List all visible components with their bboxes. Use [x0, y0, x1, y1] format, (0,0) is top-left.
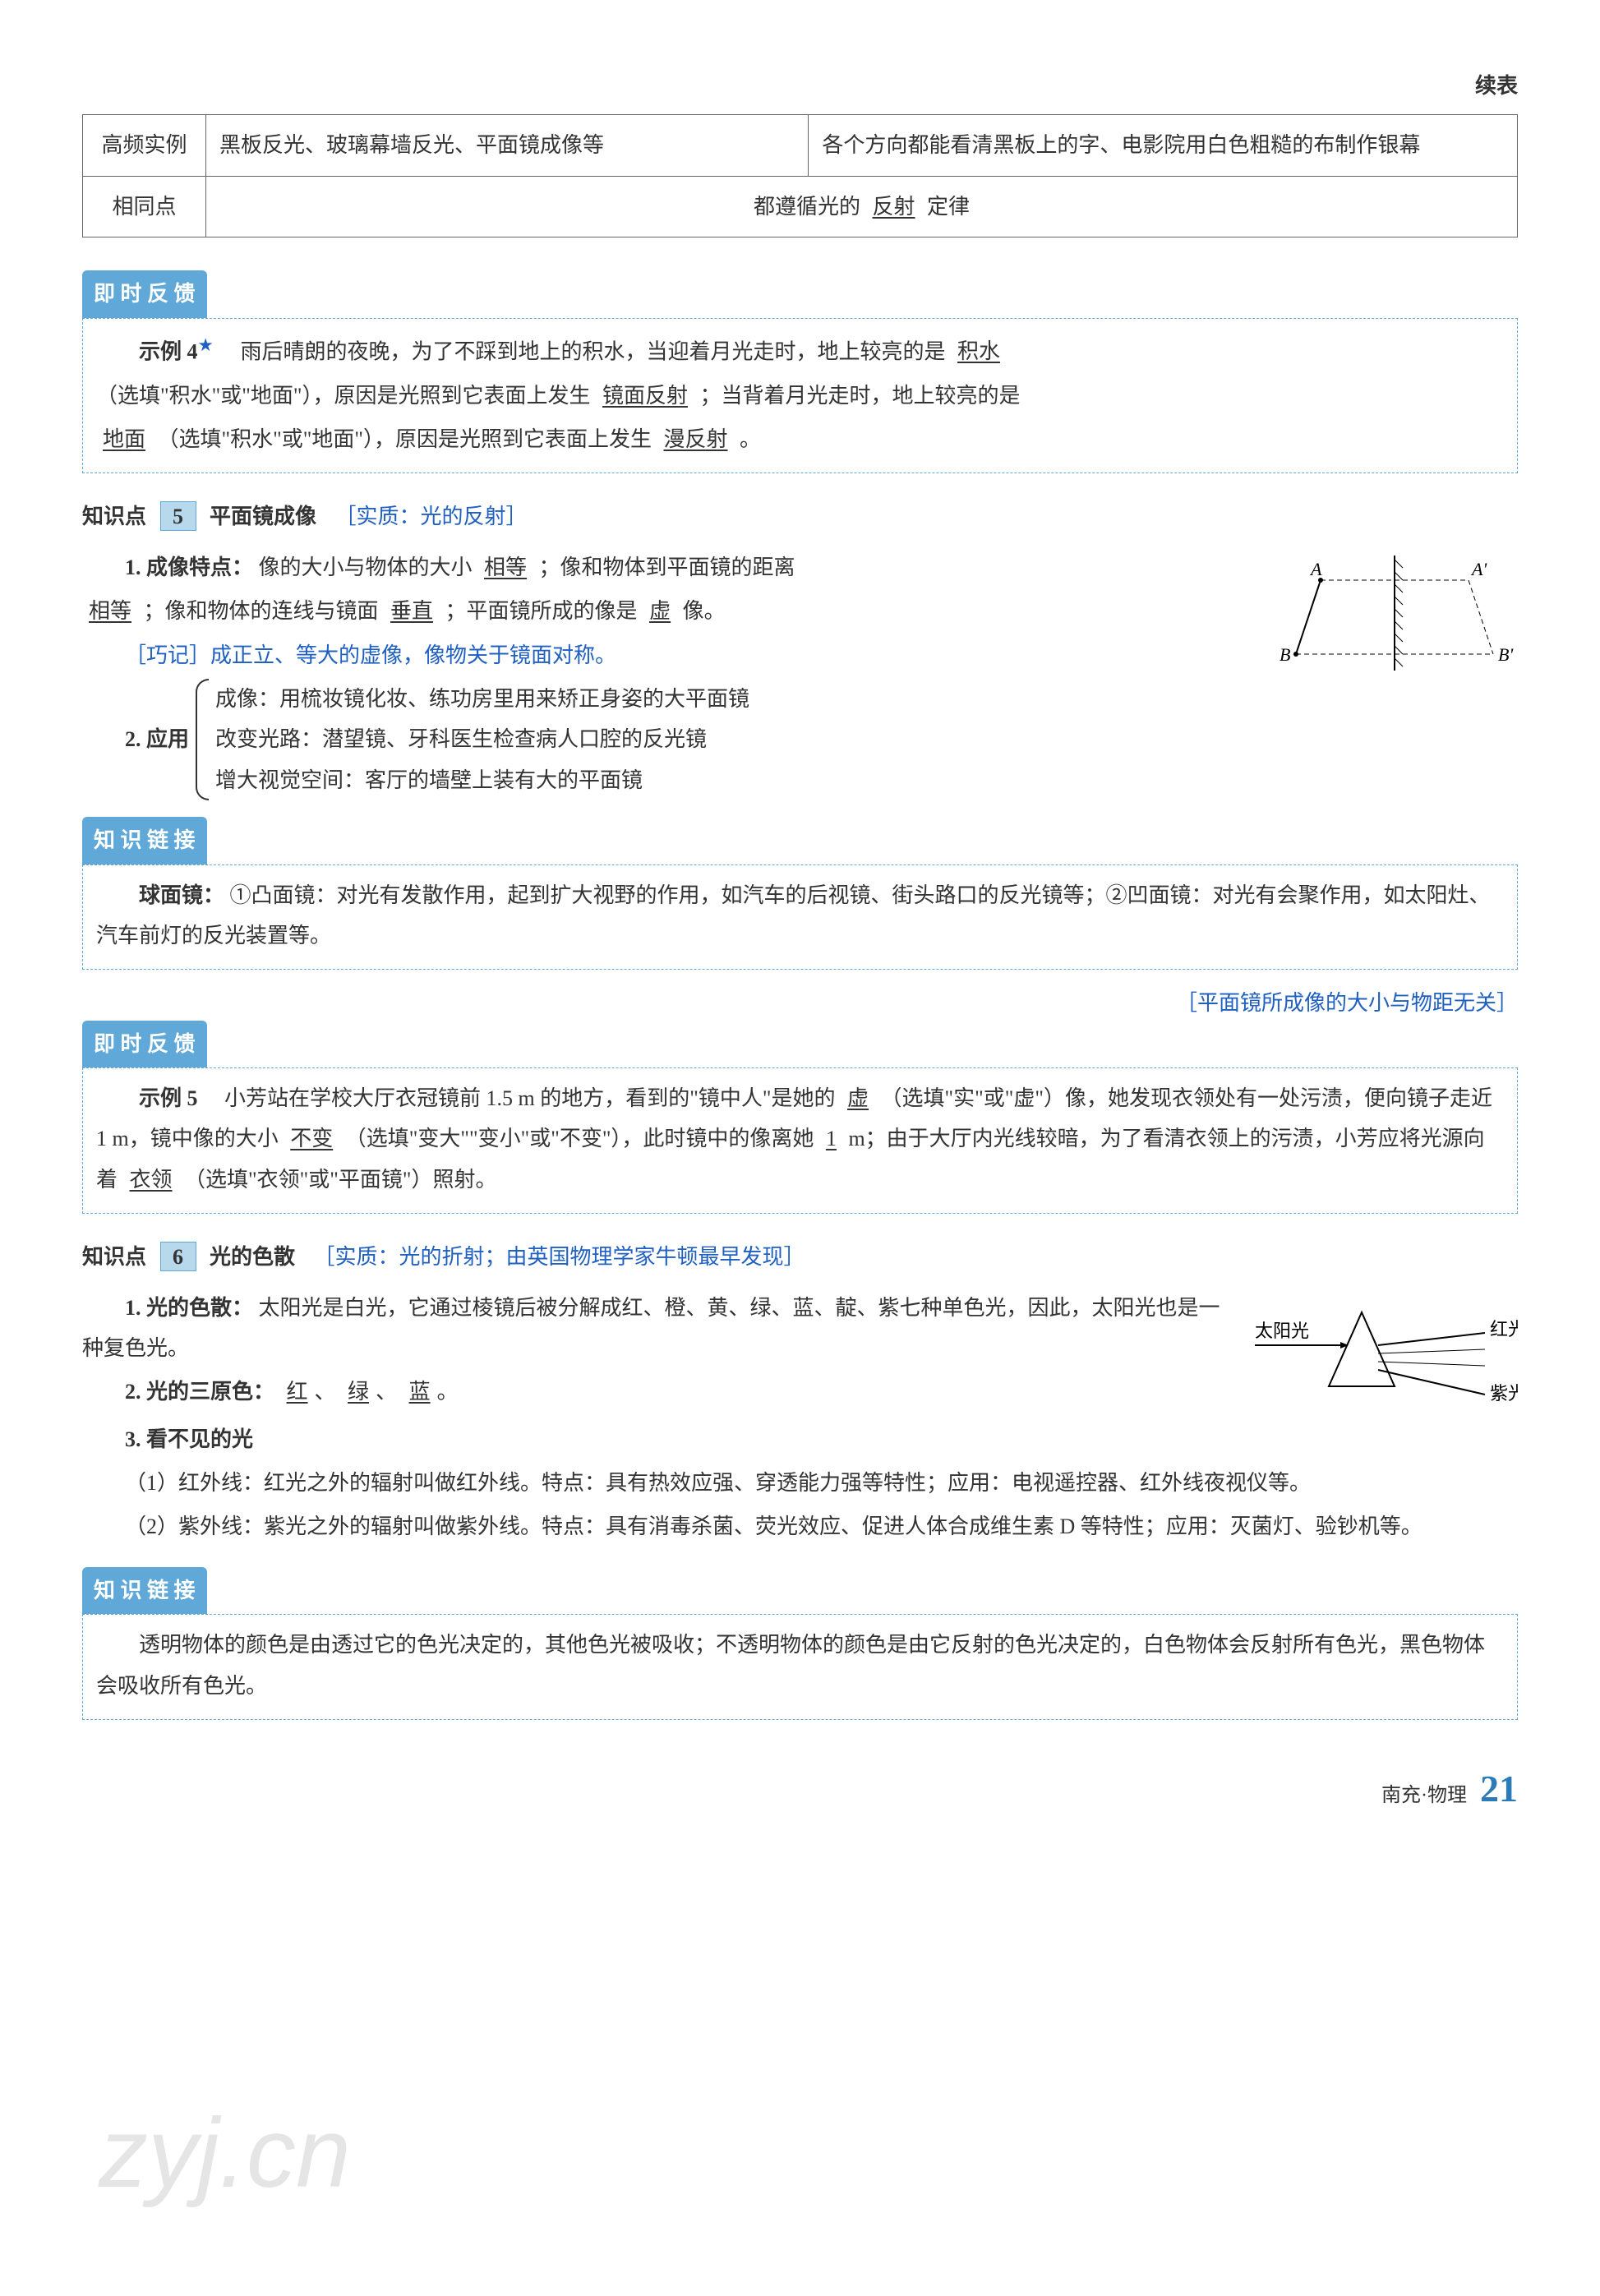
table-cell: 都遵循光的 反射 定律	[206, 176, 1518, 237]
blank-answer: 蓝	[403, 1380, 437, 1404]
kp6-content: 1. 光的色散： 太阳光是白光，它通过棱镜后被分解成红、橙、黄、绿、蓝、靛、紫七…	[82, 1288, 1518, 1419]
kp-prefix: 知识点	[82, 505, 146, 528]
feedback-badge: 即 时 反 馈	[82, 270, 207, 317]
blank-answer: 镜面反射	[596, 384, 694, 408]
link-badge: 知 识 链 接	[82, 817, 207, 864]
bracket-icon	[196, 679, 209, 800]
label-red: 红光	[1490, 1319, 1518, 1339]
text: 像的大小与物体的大小	[259, 556, 473, 579]
blank-answer: 虚	[841, 1086, 875, 1110]
text: ；像和物体的连线与镜面	[144, 599, 379, 623]
text: 1. 光的色散：	[125, 1296, 253, 1320]
text: ；当背着月光走时，地上较亮的是	[699, 384, 1020, 408]
hand-note: ［实质：光的折射；由英国物理学家牛顿最早发现］	[314, 1245, 805, 1269]
footer-label: 南充·物理	[1381, 1785, 1467, 1806]
kp5-content: 1. 成像特点： 像的大小与物体的大小 相等 ；像和物体到平面镜的距离 相等 ；…	[82, 547, 1518, 800]
table-cell: 各个方向都能看清黑板上的字、电影院用白色粗糙的布制作银幕	[809, 115, 1518, 176]
prism-diagram: 太阳光 红光 紫光	[1238, 1288, 1518, 1419]
blank-answer: 垂直	[384, 599, 440, 623]
text: ；平面镜所成的像是	[445, 599, 638, 623]
text: ①凸面镜：对光有发散作用，起到扩大视野的作用，如汽车的后视镜、街头路口的反光镜等…	[96, 883, 1491, 947]
blank-answer: 1	[819, 1127, 843, 1150]
kp-title: 光的色散	[210, 1245, 295, 1269]
blank-answer: 反射	[865, 195, 921, 219]
link-badge: 知 识 链 接	[82, 1567, 207, 1614]
feedback-badge: 即 时 反 馈	[82, 1021, 207, 1067]
star-icon: ★	[198, 335, 214, 355]
page-number: 21	[1480, 1768, 1518, 1810]
example-label: 示例 4	[139, 339, 198, 363]
text: 增大视觉空间：客厅的墙壁上装有大的平面镜	[215, 760, 749, 800]
blank-answer: 不变	[284, 1127, 339, 1150]
text: 1. 成像特点：	[125, 556, 253, 579]
text: 球面镜：	[139, 883, 224, 907]
page-footer: 南充·物理 21	[82, 1753, 1518, 1824]
link-box: 球面镜： ①凸面镜：对光有发散作用，起到扩大视野的作用，如汽车的后视镜、街头路口…	[82, 864, 1518, 970]
hand-note: ［实质：光的反射］	[335, 505, 528, 528]
blank-answer: 相等	[82, 599, 138, 623]
hand-note: ［巧记］成正立、等大的虚像，像物关于镜面对称。	[82, 635, 1255, 675]
text: 雨后晴朗的夜晚，为了不踩到地上的积水，当迎着月光走时，地上较亮的是	[240, 339, 945, 363]
kp-number: 6	[160, 1242, 196, 1271]
blank-answer: 积水	[951, 339, 1007, 363]
feedback-box: 示例 5 小芳站在学校大厅衣冠镜前 1.5 m 的地方，看到的"镜中人"是她的 …	[82, 1067, 1518, 1214]
text: ；像和物体到平面镜的距离	[539, 556, 795, 579]
text: 3. 看不见的光	[125, 1427, 253, 1451]
blank-answer: 漫反射	[657, 427, 734, 451]
text: （选填"衣领"或"平面镜"）照射。	[184, 1168, 496, 1192]
text: 改变光路：潜望镜、牙科医生检查病人口腔的反光镜	[215, 719, 749, 759]
watermark: zyj.cn	[99, 2059, 351, 2247]
text: 小芳站在学校大厅衣冠镜前 1.5 m 的地方，看到的"镜中人"是她的	[224, 1086, 835, 1110]
text: （选填"积水"或"地面"），原因是光照到它表面上发生	[158, 427, 652, 451]
continued-label: 续表	[82, 66, 1518, 106]
text: （选填"积水"或"地面"），原因是光照到它表面上发生	[96, 384, 590, 408]
table-row: 相同点 都遵循光的 反射 定律	[83, 176, 1518, 237]
mirror-diagram: A A' B B'	[1271, 547, 1518, 679]
kp-number: 5	[160, 501, 196, 531]
blank-answer: 绿	[341, 1380, 376, 1404]
label-sunlight: 太阳光	[1255, 1321, 1309, 1341]
feedback-box: 示例 4★ 雨后晴朗的夜晚，为了不踩到地上的积水，当迎着月光走时，地上较亮的是 …	[82, 318, 1518, 474]
label-A: A	[1309, 559, 1322, 579]
table-cell: 黑板反光、玻璃幕墙反光、平面镜成像等	[206, 115, 809, 176]
kp-title: 平面镜成像	[210, 505, 316, 528]
text: （2）紫外线：紫光之外的辐射叫做紫外线。特点：具有消毒杀菌、荧光效应、促进人体合…	[82, 1506, 1518, 1547]
text: 透明物体的颜色是由透过它的色光决定的，其他色光被吸收；不透明物体的颜色是由它反射…	[96, 1625, 1504, 1706]
label-violet: 紫光	[1490, 1383, 1518, 1404]
blank-answer: 相等	[477, 556, 533, 579]
text: 。	[740, 427, 761, 451]
blank-answer: 红	[280, 1380, 315, 1404]
label-Aprime: A'	[1470, 559, 1487, 579]
blank-answer: 虚	[643, 599, 677, 623]
knowledge-point-5: 知识点 5 平面镜成像 ［实质：光的反射］	[82, 496, 1518, 537]
table-row: 高频实例 黑板反光、玻璃幕墙反光、平面镜成像等 各个方向都能看清黑板上的字、电影…	[83, 115, 1518, 176]
text: 成像：用梳妆镜化妆、练功房里用来矫正身姿的大平面镜	[215, 679, 749, 719]
hand-note: ［平面镜所成像的大小与物距无关］	[82, 983, 1518, 1023]
table-cell: 相同点	[83, 176, 206, 237]
app-label: 2. 应用	[125, 719, 189, 759]
text: 定律	[927, 195, 970, 219]
text: 2. 光的三原色：	[125, 1380, 274, 1404]
text: （1）红外线：红光之外的辐射叫做红外线。特点：具有热效应强、穿透能力强等特性；应…	[82, 1463, 1518, 1503]
blank-answer: 衣领	[123, 1168, 179, 1192]
label-Bprime: B'	[1498, 644, 1513, 665]
text: 太阳光是白光，它通过棱镜后被分解成红、橙、黄、绿、蓝、靛、紫七种单色光，因此，太…	[82, 1296, 1220, 1360]
info-table: 高频实例 黑板反光、玻璃幕墙反光、平面镜成像等 各个方向都能看清黑板上的字、电影…	[82, 114, 1518, 237]
label-B: B	[1280, 644, 1290, 665]
text: 像。	[683, 599, 726, 623]
kp-prefix: 知识点	[82, 1245, 146, 1269]
application-block: 2. 应用 成像：用梳妆镜化妆、练功房里用来矫正身姿的大平面镜 改变光路：潜望镜…	[125, 679, 1255, 800]
text: 都遵循光的	[754, 195, 860, 219]
blank-answer: 地面	[96, 427, 152, 451]
example-label: 示例 5	[139, 1086, 198, 1110]
knowledge-point-6: 知识点 6 光的色散 ［实质：光的折射；由英国物理学家牛顿最早发现］	[82, 1237, 1518, 1277]
table-cell: 高频实例	[83, 115, 206, 176]
text: （选填"变大""变小"或"不变"），此时镜中的像离她	[345, 1127, 814, 1150]
link-box: 透明物体的颜色是由透过它的色光决定的，其他色光被吸收；不透明物体的颜色是由它反射…	[82, 1614, 1518, 1720]
